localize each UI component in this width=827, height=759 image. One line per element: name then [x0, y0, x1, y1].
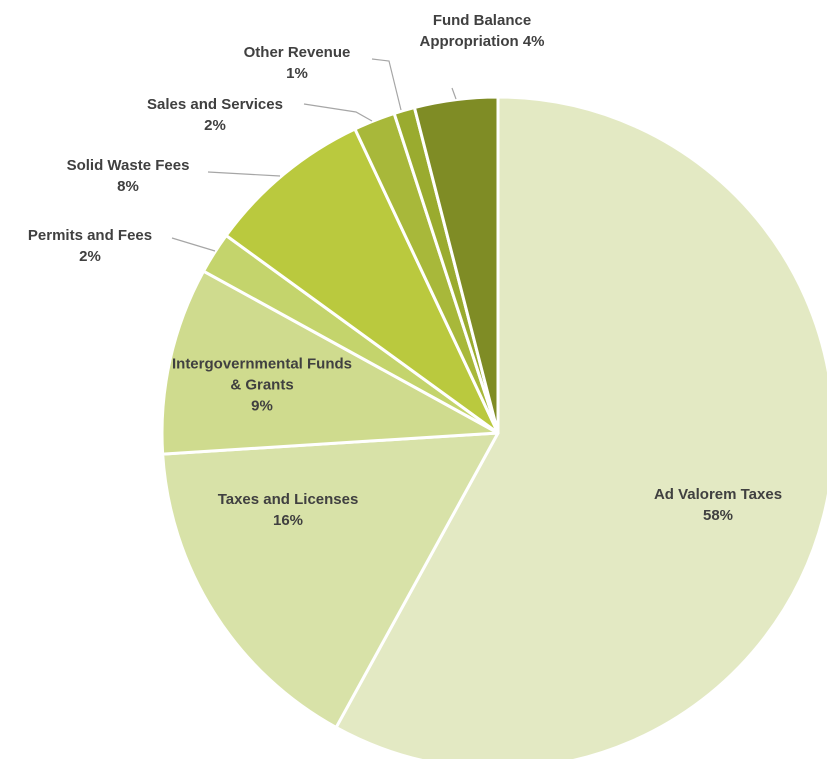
leader-line [207, 171, 281, 177]
category-label: Ad Valorem Taxes [653, 486, 783, 503]
leader-line [171, 237, 216, 252]
slice-label: Fund Balance Appropriation 4% [397, 10, 567, 52]
category-label: Taxes and Licenses [217, 491, 359, 508]
category-label: Fund Balance Appropriation [419, 12, 532, 50]
value-label: 58% [702, 507, 734, 524]
slice-label: Taxes and Licenses 16% [178, 489, 398, 531]
pie-slice [334, 95, 827, 759]
slice-label: Sales and Services 2% [120, 94, 310, 136]
value-label: 9% [251, 397, 273, 415]
leader-line [303, 103, 373, 122]
category-label: Intergovernmental Funds & Grants [171, 355, 353, 394]
category-label: Permits and Fees [27, 227, 153, 244]
slice-label: Intergovernmental Funds & Grants 9% [167, 354, 357, 417]
value-label: 16% [272, 512, 304, 529]
value-label: 8% [117, 178, 139, 195]
pie-slice [412, 95, 500, 435]
category-label: Sales and Services [147, 96, 283, 113]
category-label: Other Revenue [243, 44, 351, 61]
category-label: Solid Waste Fees [66, 157, 190, 174]
value-label: 4% [522, 33, 545, 50]
slice-label: Permits and Fees 2% [5, 225, 175, 267]
value-label: 1% [286, 65, 308, 82]
leader-line [371, 58, 402, 111]
slice-label: Solid Waste Fees 8% [43, 155, 213, 197]
slice-label: Other Revenue 1% [222, 42, 372, 84]
pie-slice [224, 127, 500, 435]
value-label: 2% [204, 117, 226, 134]
pie-slice [161, 431, 500, 729]
leader-line [451, 87, 457, 100]
pie-slice [160, 269, 500, 456]
value-label: 2% [79, 248, 101, 265]
slice-label: Ad Valorem Taxes 58% [608, 484, 827, 526]
